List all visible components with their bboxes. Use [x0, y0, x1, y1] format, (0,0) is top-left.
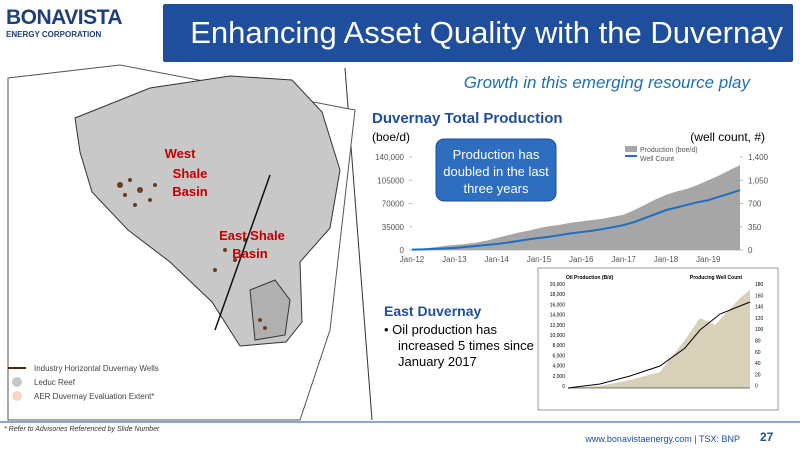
inset-title: Oil Production (B/d): [566, 275, 614, 281]
inset-area: [568, 290, 750, 388]
inset-tick: 12,000: [550, 323, 566, 329]
inset-tick: 180: [755, 282, 764, 288]
legend-swatch: [12, 391, 22, 401]
inset-line: [567, 301, 751, 389]
x-tick-label: Jan-17: [611, 255, 636, 264]
line-series: [411, 189, 741, 251]
map-legend: AER Duvernay Evaluation Extent*: [34, 392, 155, 401]
page-number: 27: [760, 430, 774, 444]
y-tick-label: 35000: [382, 223, 405, 232]
inset-tick: 20: [755, 372, 761, 378]
y2-tick-label: 350: [748, 223, 762, 232]
y-tick-label: 105000: [377, 176, 404, 185]
inset-tick: 16,000: [550, 302, 566, 308]
y-tick-label: 140,000: [375, 153, 404, 162]
x-tick-label: Jan-14: [484, 255, 509, 264]
y2-tick-label: 700: [748, 200, 762, 209]
inset-tick: 10,000: [550, 333, 566, 339]
inset-tick: 6,000: [552, 353, 565, 359]
map-label: Shale: [173, 166, 208, 181]
inset-tick: 120: [755, 316, 764, 322]
inset-tick: 20,000: [550, 282, 566, 288]
y2-tick-label: 0: [748, 246, 753, 255]
map-label: West: [165, 146, 196, 161]
slide-title: Enhancing Asset Quality with the Duverna…: [190, 15, 783, 50]
inset-tick: 14,000: [550, 313, 566, 319]
footnote: * Refer to Advisories Referenced by Slid…: [4, 426, 160, 433]
y-tick-label: 0: [400, 246, 405, 255]
subtitle: Growth in this emerging resource play: [463, 73, 750, 92]
y-axis-label: (boe/d): [372, 130, 411, 144]
legend-label: Production (boe/d): [640, 147, 698, 154]
x-tick-label: Jan-12: [400, 255, 425, 264]
map-line: [214, 174, 271, 331]
inset-tick: 80: [755, 339, 761, 345]
well-cluster: [117, 178, 267, 330]
footer-site: www.bonavistaenergy.com | TSX: BNP: [585, 434, 740, 444]
inset-tick: 2,000: [552, 374, 565, 380]
x-tick-label: Jan-19: [696, 255, 721, 264]
legend-swatch: [625, 155, 637, 157]
map-legend: Industry Horizontal Duvernay Wells: [34, 364, 159, 373]
map-legend: Leduc Reef: [34, 378, 76, 387]
x-tick-label: Jan-13: [442, 255, 467, 264]
logo-subtitle: ENERGY CORPORATION: [6, 30, 102, 39]
inset-tick: 100: [755, 327, 764, 333]
inset-tick: 4,000: [552, 364, 565, 370]
inset-tick: 160: [755, 293, 764, 299]
bullet: • Oil production has increased 5 times s…: [384, 322, 534, 369]
area-series: [412, 164, 740, 250]
map-label: Basin: [232, 246, 267, 261]
leduc-reef: [249, 279, 291, 341]
legend-label: Well Count: [640, 156, 674, 163]
inset-tick: 60: [755, 350, 761, 356]
legend-swatch: [625, 146, 637, 152]
y2-tick-label: 1,050: [748, 176, 769, 185]
map-label: Basin: [172, 184, 207, 199]
inset-tick: 40: [755, 361, 761, 367]
section-heading: East Duvernay: [384, 303, 482, 319]
chart-title: Duvernay Total Production: [372, 110, 563, 127]
callout-text: Production has doubled in the last three…: [443, 147, 549, 196]
map-label: East Shale: [219, 228, 285, 243]
callout-box: [435, 138, 557, 202]
legend-swatch: [12, 377, 22, 387]
y2-tick-label: 1,400: [748, 153, 769, 162]
logo-name: BONAVISTA: [6, 6, 123, 29]
bullet-text: Oil production has increased 5 times sin…: [392, 322, 534, 369]
x-tick-label: Jan-15: [527, 255, 552, 264]
x-tick-label: Jan-18: [654, 255, 679, 264]
y2-axis-label: (well count, #): [690, 130, 765, 144]
inset-title: Producing Well Count: [690, 275, 742, 281]
y-tick-label: 70000: [382, 200, 405, 209]
evaluation-extent: [74, 75, 341, 347]
inset-tick: 140: [755, 305, 764, 311]
inset-tick: 18,000: [550, 292, 566, 298]
inset-tick: 8,000: [552, 343, 565, 349]
inset-tick: 0: [562, 384, 565, 390]
title-bar: [163, 4, 793, 62]
x-tick-label: Jan-16: [569, 255, 594, 264]
inset-tick: 0: [755, 384, 758, 390]
